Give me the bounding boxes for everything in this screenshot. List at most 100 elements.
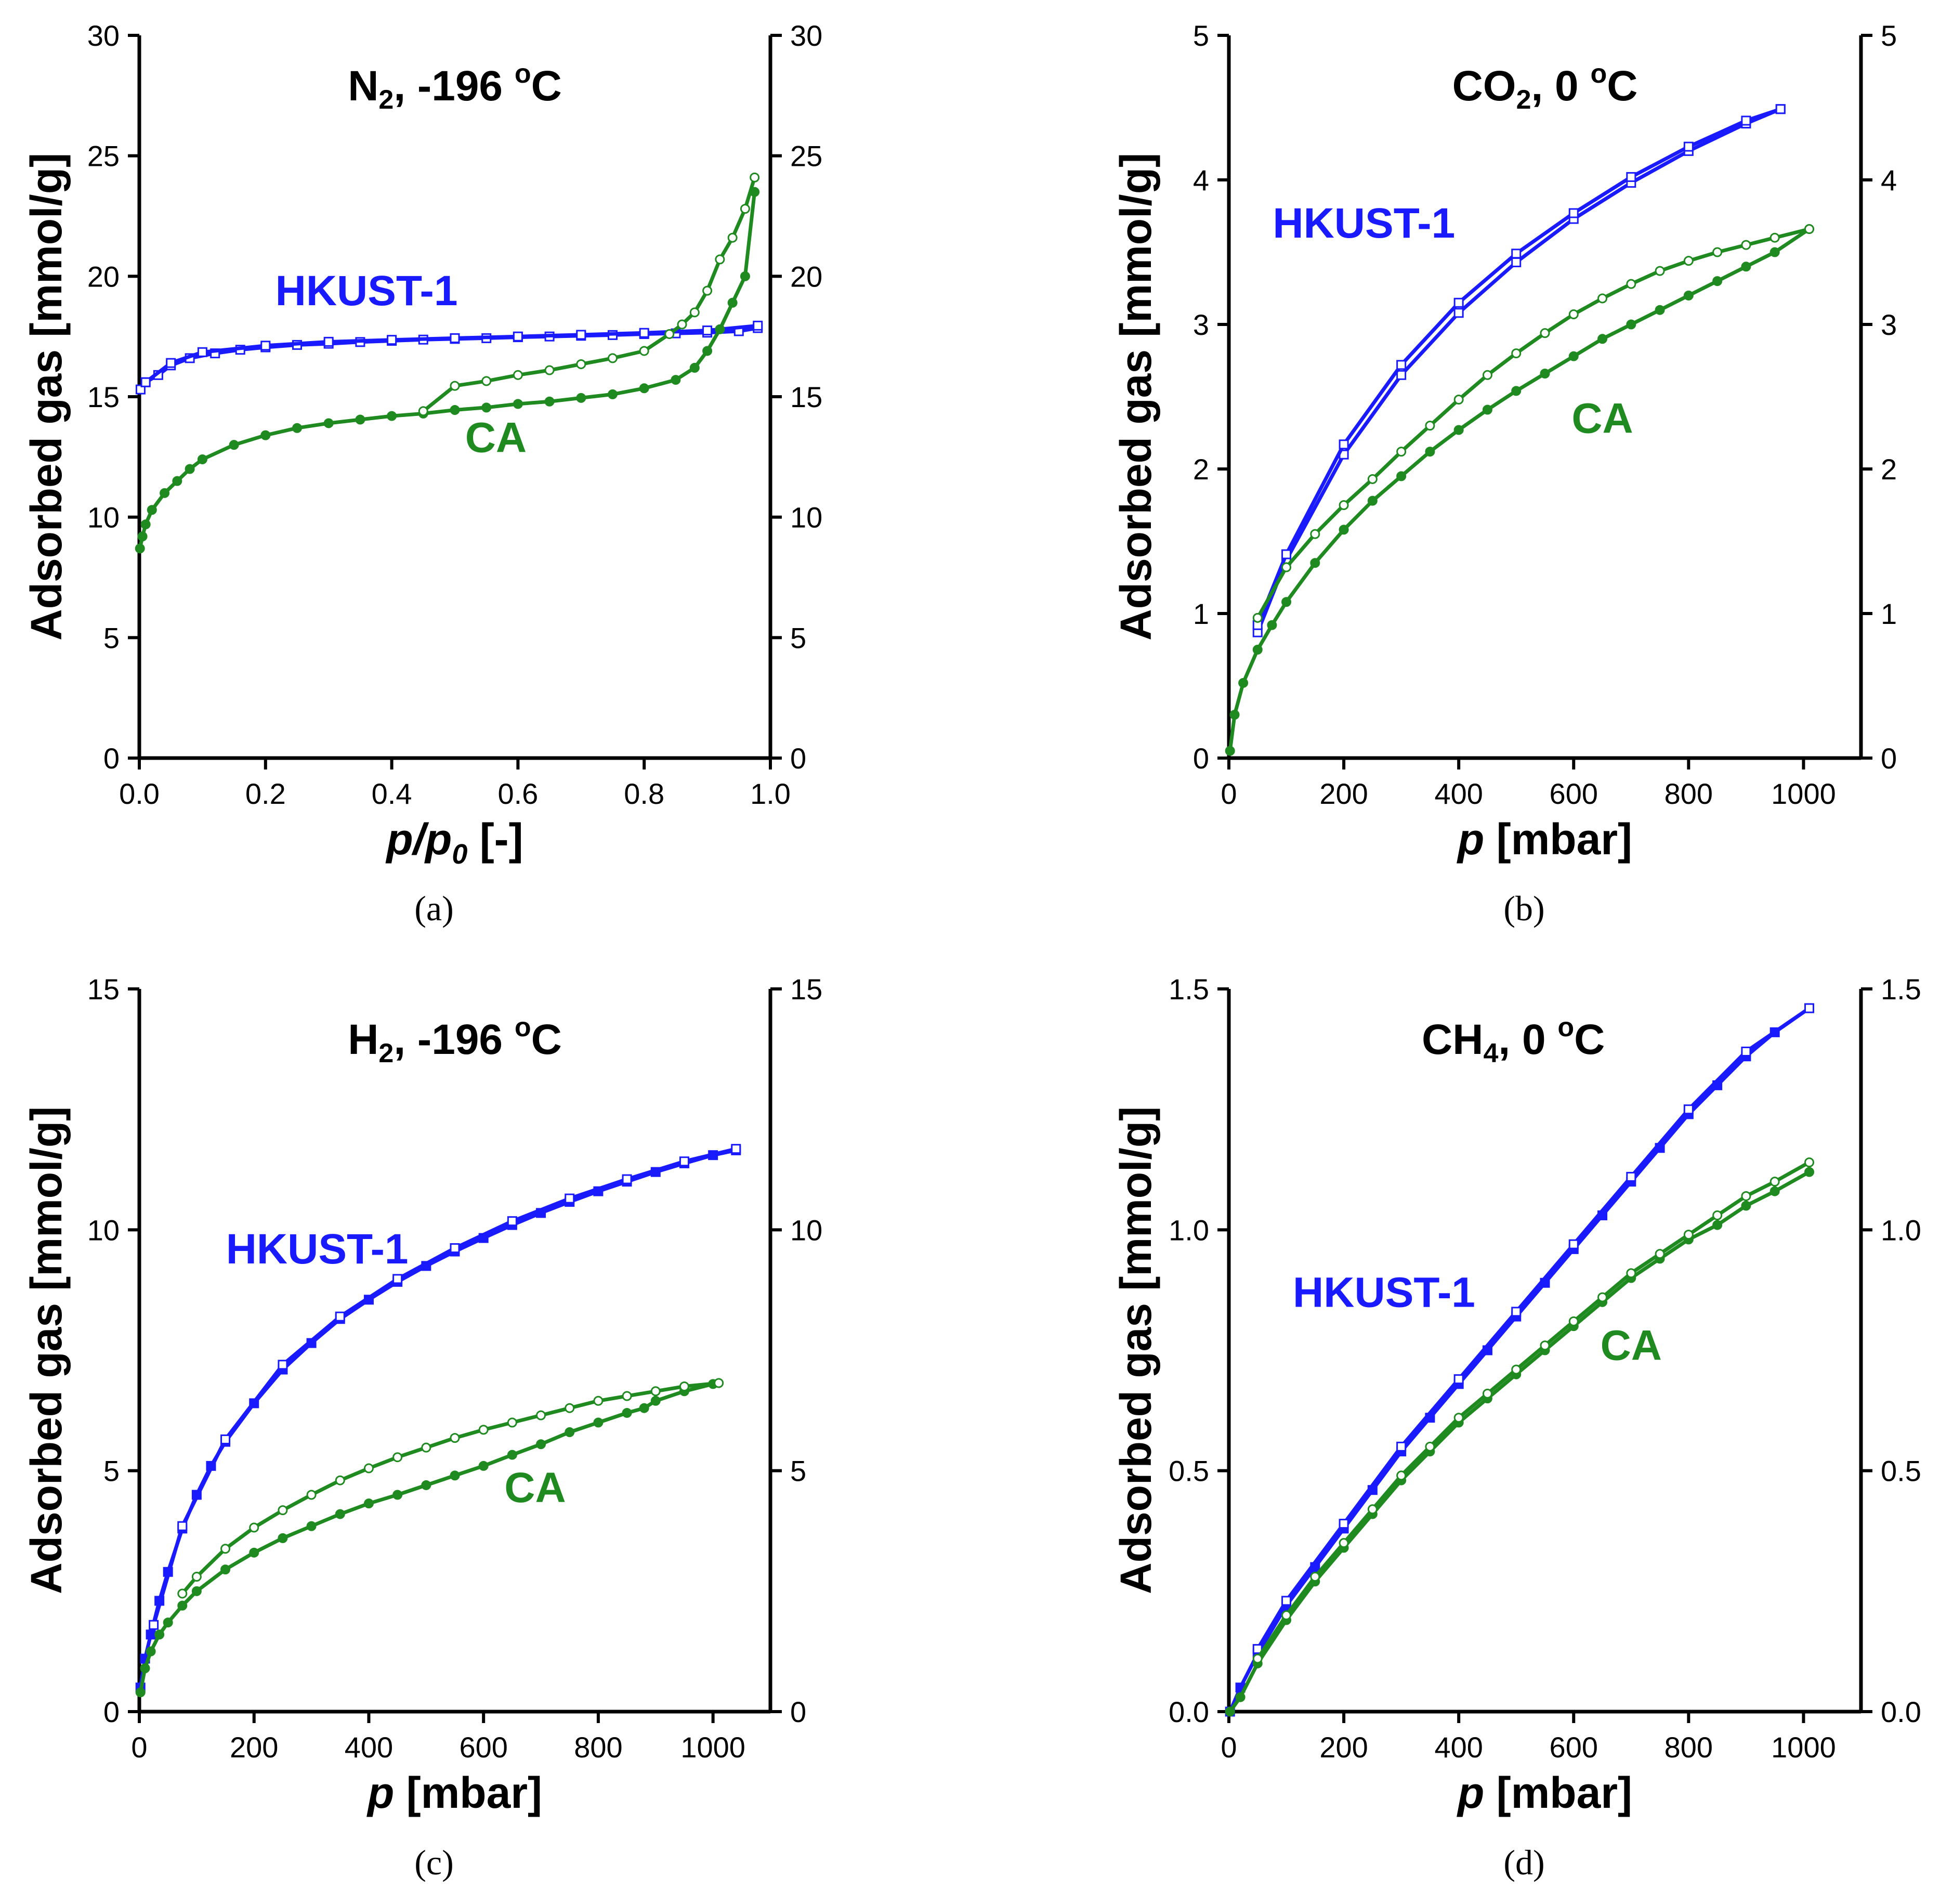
y-tick-label-right: 1 xyxy=(1881,597,1897,630)
series-ca-2 xyxy=(1225,1167,1815,1717)
y-tick-label-right: 1.0 xyxy=(1881,1214,1921,1246)
data-point xyxy=(622,1391,632,1401)
data-point xyxy=(1310,558,1320,568)
title-sup: o xyxy=(1557,1012,1574,1042)
y-tick-label-left: 25 xyxy=(87,140,120,173)
series-ca-3 xyxy=(418,172,760,416)
data-point xyxy=(1339,1538,1349,1548)
data-point xyxy=(753,320,763,331)
data-point xyxy=(292,423,302,433)
data-point xyxy=(392,1452,403,1463)
data-point xyxy=(166,358,176,368)
y-tick-label-left: 30 xyxy=(87,19,120,52)
x-axis-title-italic: p xyxy=(366,1768,394,1817)
data-point xyxy=(1568,1316,1579,1326)
data-point xyxy=(1626,172,1636,182)
data-point xyxy=(731,1144,741,1154)
data-point xyxy=(191,1586,202,1596)
data-point xyxy=(1626,1268,1636,1279)
data-point xyxy=(536,1410,546,1420)
x-tick-label: 1.0 xyxy=(750,777,791,810)
data-point xyxy=(622,1407,632,1418)
y-tick-label-right: 30 xyxy=(790,19,822,52)
y-tick-label-left: 1.5 xyxy=(1169,973,1209,1006)
x-tick-label: 0.8 xyxy=(624,777,664,810)
y-tick-label-left: 1.0 xyxy=(1169,1214,1209,1246)
x-axis-title-rest: [mbar] xyxy=(394,1768,542,1817)
x-tick-label: 0 xyxy=(131,1731,147,1764)
x-tick-label: 200 xyxy=(1319,1731,1368,1764)
data-point xyxy=(392,1274,403,1284)
x-axis-title-rest: [mbar] xyxy=(1484,1768,1632,1817)
series-label-hkust: HKUST-1 xyxy=(1293,1269,1475,1316)
panel-title: CH4, 0 oC xyxy=(1422,1012,1605,1068)
data-point xyxy=(177,1600,188,1611)
data-point xyxy=(507,1450,517,1460)
series-line xyxy=(1228,1006,1811,1714)
y-tick-label-right: 0.0 xyxy=(1881,1696,1921,1728)
x-tick-label: 0 xyxy=(1221,777,1237,810)
data-point xyxy=(1741,1046,1751,1057)
data-point xyxy=(135,1687,146,1698)
data-point xyxy=(1396,447,1407,457)
data-point xyxy=(1775,104,1786,114)
data-point xyxy=(1425,1441,1435,1452)
data-point xyxy=(1511,249,1522,259)
data-point xyxy=(1712,276,1723,286)
data-point xyxy=(1655,266,1665,276)
data-point xyxy=(639,383,649,394)
x-tick-label: 200 xyxy=(230,1731,278,1764)
data-point xyxy=(1540,369,1550,379)
series-hkust-1 xyxy=(1252,104,1786,630)
data-point xyxy=(1482,405,1492,415)
y-axis-title: Adsorbed gas [mmol/g] xyxy=(1111,1106,1160,1594)
data-point xyxy=(1511,257,1522,267)
title-sub: 2 xyxy=(378,85,394,115)
data-point xyxy=(1655,1249,1665,1259)
series-line xyxy=(1255,107,1782,627)
data-point xyxy=(335,1509,345,1519)
x-axis-title: p [mbar] xyxy=(1457,1768,1632,1817)
x-tick-label: 0 xyxy=(1221,1731,1237,1764)
data-point xyxy=(702,285,713,296)
x-tick-label: 400 xyxy=(345,1731,393,1764)
data-point xyxy=(149,1620,159,1630)
data-point xyxy=(1741,240,1751,250)
title-end: C xyxy=(531,1016,562,1063)
data-point xyxy=(727,297,738,308)
series-line xyxy=(1228,227,1811,753)
data-point xyxy=(450,405,460,415)
data-point xyxy=(197,454,207,464)
data-point xyxy=(1339,439,1349,450)
data-point xyxy=(1225,1706,1235,1717)
data-point xyxy=(421,1480,431,1490)
data-point xyxy=(677,319,687,330)
y-tick-label-right: 5 xyxy=(1881,19,1897,52)
y-tick-label-left: 5 xyxy=(1193,19,1209,52)
data-point xyxy=(714,1378,724,1388)
panel-title: N2, -196 oC xyxy=(348,59,562,115)
data-point xyxy=(1396,1441,1407,1452)
data-point xyxy=(1396,471,1407,481)
x-axis-title-italic: p/p xyxy=(385,815,452,864)
data-point xyxy=(220,1434,231,1444)
title-end: C xyxy=(531,62,562,110)
title-main: CH xyxy=(1422,1016,1483,1063)
y-tick-label-right: 5 xyxy=(790,1455,806,1488)
data-point xyxy=(1511,1364,1522,1375)
data-point xyxy=(1741,1201,1751,1211)
data-point xyxy=(260,341,271,351)
title-sub: 2 xyxy=(378,1038,394,1068)
data-point xyxy=(1453,297,1464,308)
data-point xyxy=(1453,1413,1464,1423)
data-point xyxy=(1741,262,1751,272)
data-point xyxy=(249,1522,259,1533)
data-point xyxy=(220,1544,231,1554)
data-point xyxy=(140,519,151,530)
data-point xyxy=(1804,224,1815,234)
data-point xyxy=(1367,474,1378,484)
y-tick-label-left: 10 xyxy=(87,1214,120,1246)
data-point xyxy=(185,464,195,474)
series-hkust-0 xyxy=(1225,1003,1815,1717)
